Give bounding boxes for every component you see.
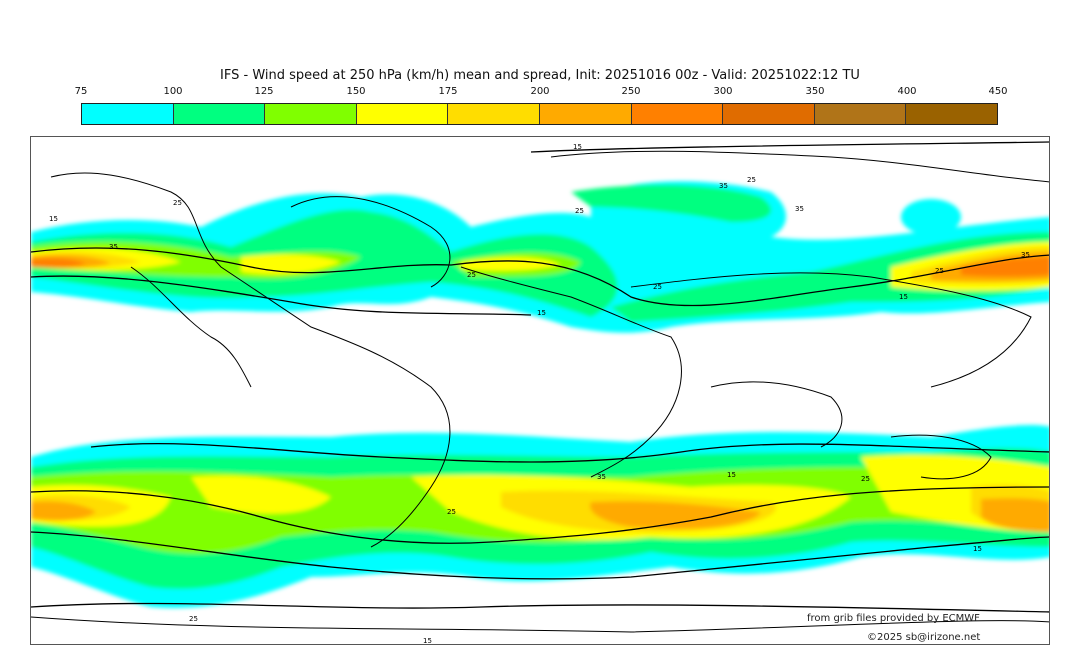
colorbar-segment	[631, 104, 724, 124]
contour-label: 15	[973, 545, 982, 553]
contour-label: 25	[173, 199, 182, 207]
wind-bands	[31, 181, 1049, 608]
colorbar-segment	[906, 104, 997, 124]
contour-label: 25	[747, 176, 756, 184]
colorbar-segment	[448, 104, 540, 124]
colorbar-tick: 300	[713, 86, 733, 97]
contour-labels: 15 25 35 15 25 35 25 35 15 25 25 35 15 2…	[49, 143, 1030, 645]
contour-label: 35	[109, 243, 118, 251]
contour-label: 25	[861, 475, 870, 483]
wind-speed-map: 15 25 35 15 25 35 25 35 15 25 25 35 15 2…	[30, 136, 1050, 645]
data-source-credit: from grib files provided by ECMWF	[807, 613, 980, 624]
colorbar-segment	[539, 104, 632, 124]
colorbar-tick: 100	[163, 86, 183, 97]
contour-label: 35	[719, 182, 728, 190]
contour-label: 35	[597, 473, 606, 481]
colorbar-segment	[265, 104, 357, 124]
colorbar-segment	[814, 104, 907, 124]
contour-lines	[31, 141, 1049, 613]
contour-label: 15	[537, 309, 546, 317]
contour-label: 35	[795, 205, 804, 213]
contour-label: 25	[189, 615, 198, 623]
contour-label: 25	[935, 267, 944, 275]
contour-label: 25	[467, 271, 476, 279]
contour-label: 15	[573, 143, 582, 151]
colorbar-tick: 450	[988, 86, 1008, 97]
contour-label: 15	[49, 215, 58, 223]
colorbar-segment	[173, 104, 266, 124]
contour-label: 15	[899, 293, 908, 301]
colorbar-segment	[723, 104, 815, 124]
copyright-credit: ©2025 sb@irizone.net	[867, 632, 981, 643]
colorbar-tick: 150	[346, 86, 366, 97]
colorbar-tick: 75	[74, 86, 88, 97]
colorbar-tick: 250	[621, 86, 641, 97]
contour-label: 15	[423, 637, 432, 645]
contour-label: 35	[1021, 251, 1030, 259]
colorbar-tick: 400	[897, 86, 917, 97]
colorbar-segment	[82, 104, 174, 124]
colorbar-tick: 350	[805, 86, 825, 97]
colorbar-segment	[356, 104, 449, 124]
contour-label: 15	[727, 471, 736, 479]
colorbar-tick: 200	[530, 86, 550, 97]
map-title: IFS - Wind speed at 250 hPa (km/h) mean …	[220, 68, 860, 83]
colorbar	[81, 103, 998, 125]
contour-label: 25	[653, 283, 662, 291]
colorbar-tick: 175	[438, 86, 458, 97]
colorbar-tick: 125	[254, 86, 274, 97]
coastlines	[31, 150, 1049, 633]
contour-label: 25	[447, 508, 456, 516]
band-250-300	[31, 257, 1049, 277]
contour-label: 25	[575, 207, 584, 215]
map-canvas: 15 25 35 15 25 35 25 35 15 25 25 35 15 2…	[31, 141, 1049, 645]
